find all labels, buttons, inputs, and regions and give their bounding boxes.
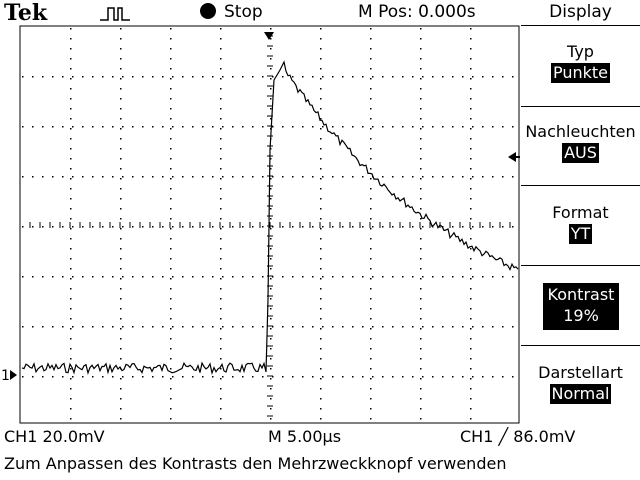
trigger-readout: CH1 ╱ 86.0mV: [460, 427, 576, 446]
menu-pointer-icon: [508, 152, 520, 162]
menu-item-value: Normal: [549, 384, 612, 404]
menu-item-typ[interactable]: Typ Punkte: [521, 42, 640, 83]
run-state-label: Stop: [224, 2, 263, 22]
menu-item-label: Nachleuchten: [525, 122, 636, 141]
menu-item-label: Format: [552, 203, 609, 222]
menu-item-format[interactable]: Format YT: [521, 203, 640, 244]
menu-title: Display: [549, 2, 612, 22]
timebase-readout: M 5.00µs: [268, 427, 342, 446]
ch1-scale-readout: CH1 20.0mV: [4, 427, 105, 446]
run-state-icon: [200, 3, 216, 19]
ch1-marker-label: 1: [1, 368, 10, 384]
menu-divider: [521, 25, 640, 26]
menu-item-darstellart[interactable]: Darstellart Normal: [521, 363, 640, 404]
graticule: [19, 25, 520, 424]
menu-divider: [521, 345, 640, 346]
ch1-marker-arrow: [10, 370, 17, 380]
menu-item-nachleuchten[interactable]: Nachleuchten AUS: [521, 122, 640, 163]
ch1-waveform: [21, 60, 519, 375]
trigger-position-marker: [264, 32, 274, 40]
menu-divider: [521, 265, 640, 266]
menu-item-kontrast[interactable]: Kontrast 19%: [543, 283, 619, 330]
menu-divider: [521, 185, 640, 186]
display-menu: Display: [521, 0, 640, 424]
menu-item-value: 19%: [561, 306, 601, 326]
menu-item-value: AUS: [562, 143, 599, 163]
brand-logo: Tek: [4, 0, 48, 26]
waveform-display: 1: [1, 25, 520, 424]
help-message: Zum Anpassen des Kontrasts den Mehrzweck…: [4, 454, 507, 473]
menu-item-label: Typ: [567, 42, 594, 61]
menu-item-label: Kontrast: [547, 285, 615, 304]
menu-item-value: YT: [568, 224, 593, 244]
menu-divider: [521, 106, 640, 107]
trigger-pulse-icon: [100, 7, 130, 21]
menu-item-label: Darstellart: [538, 363, 623, 382]
status-bar-top: Tek Stop M Pos: 0.000s: [0, 0, 520, 26]
horizontal-position-readout: M Pos: 0.000s: [358, 2, 476, 22]
menu-item-value: Punkte: [550, 63, 611, 83]
